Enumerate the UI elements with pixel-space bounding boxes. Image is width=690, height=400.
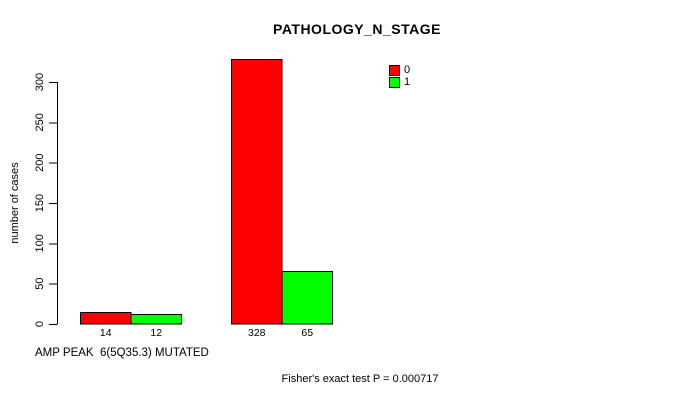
bar-value-label: 12	[150, 327, 162, 339]
bar-series-0-group-0	[80, 312, 132, 325]
legend-label-1: 1	[404, 76, 411, 88]
bar-value-label: 328	[248, 327, 266, 339]
bar-value-label: 65	[301, 327, 313, 339]
legend: 0 1	[389, 65, 410, 89]
legend-item-0: 0	[389, 65, 410, 76]
bar-series-0-group-1	[231, 58, 283, 325]
y-tick-label: 300	[34, 73, 46, 91]
x-axis-title: AMP PEAK 6(5Q35.3) MUTATED	[35, 347, 209, 359]
bar-series-1-group-0	[130, 313, 182, 325]
bar-value-label: 14	[100, 327, 112, 339]
y-tick-label: 100	[34, 234, 46, 252]
y-axis-title: number of cases	[9, 162, 21, 244]
y-tick-label: 250	[34, 113, 46, 131]
legend-label-0: 0	[404, 64, 411, 76]
y-tick-label: 50	[34, 278, 46, 290]
y-tick-label: 0	[34, 321, 46, 327]
legend-item-1: 1	[389, 77, 410, 88]
chart-title: PATHOLOGY_N_STAGE	[273, 21, 441, 37]
y-tick-label: 150	[34, 194, 46, 212]
legend-swatch-red	[389, 65, 400, 76]
bar-series-1-group-1	[281, 271, 333, 325]
fisher-test-annotation: Fisher's exact test P = 0.000717	[281, 373, 439, 385]
legend-swatch-green	[389, 77, 400, 88]
y-tick-label: 200	[34, 153, 46, 171]
